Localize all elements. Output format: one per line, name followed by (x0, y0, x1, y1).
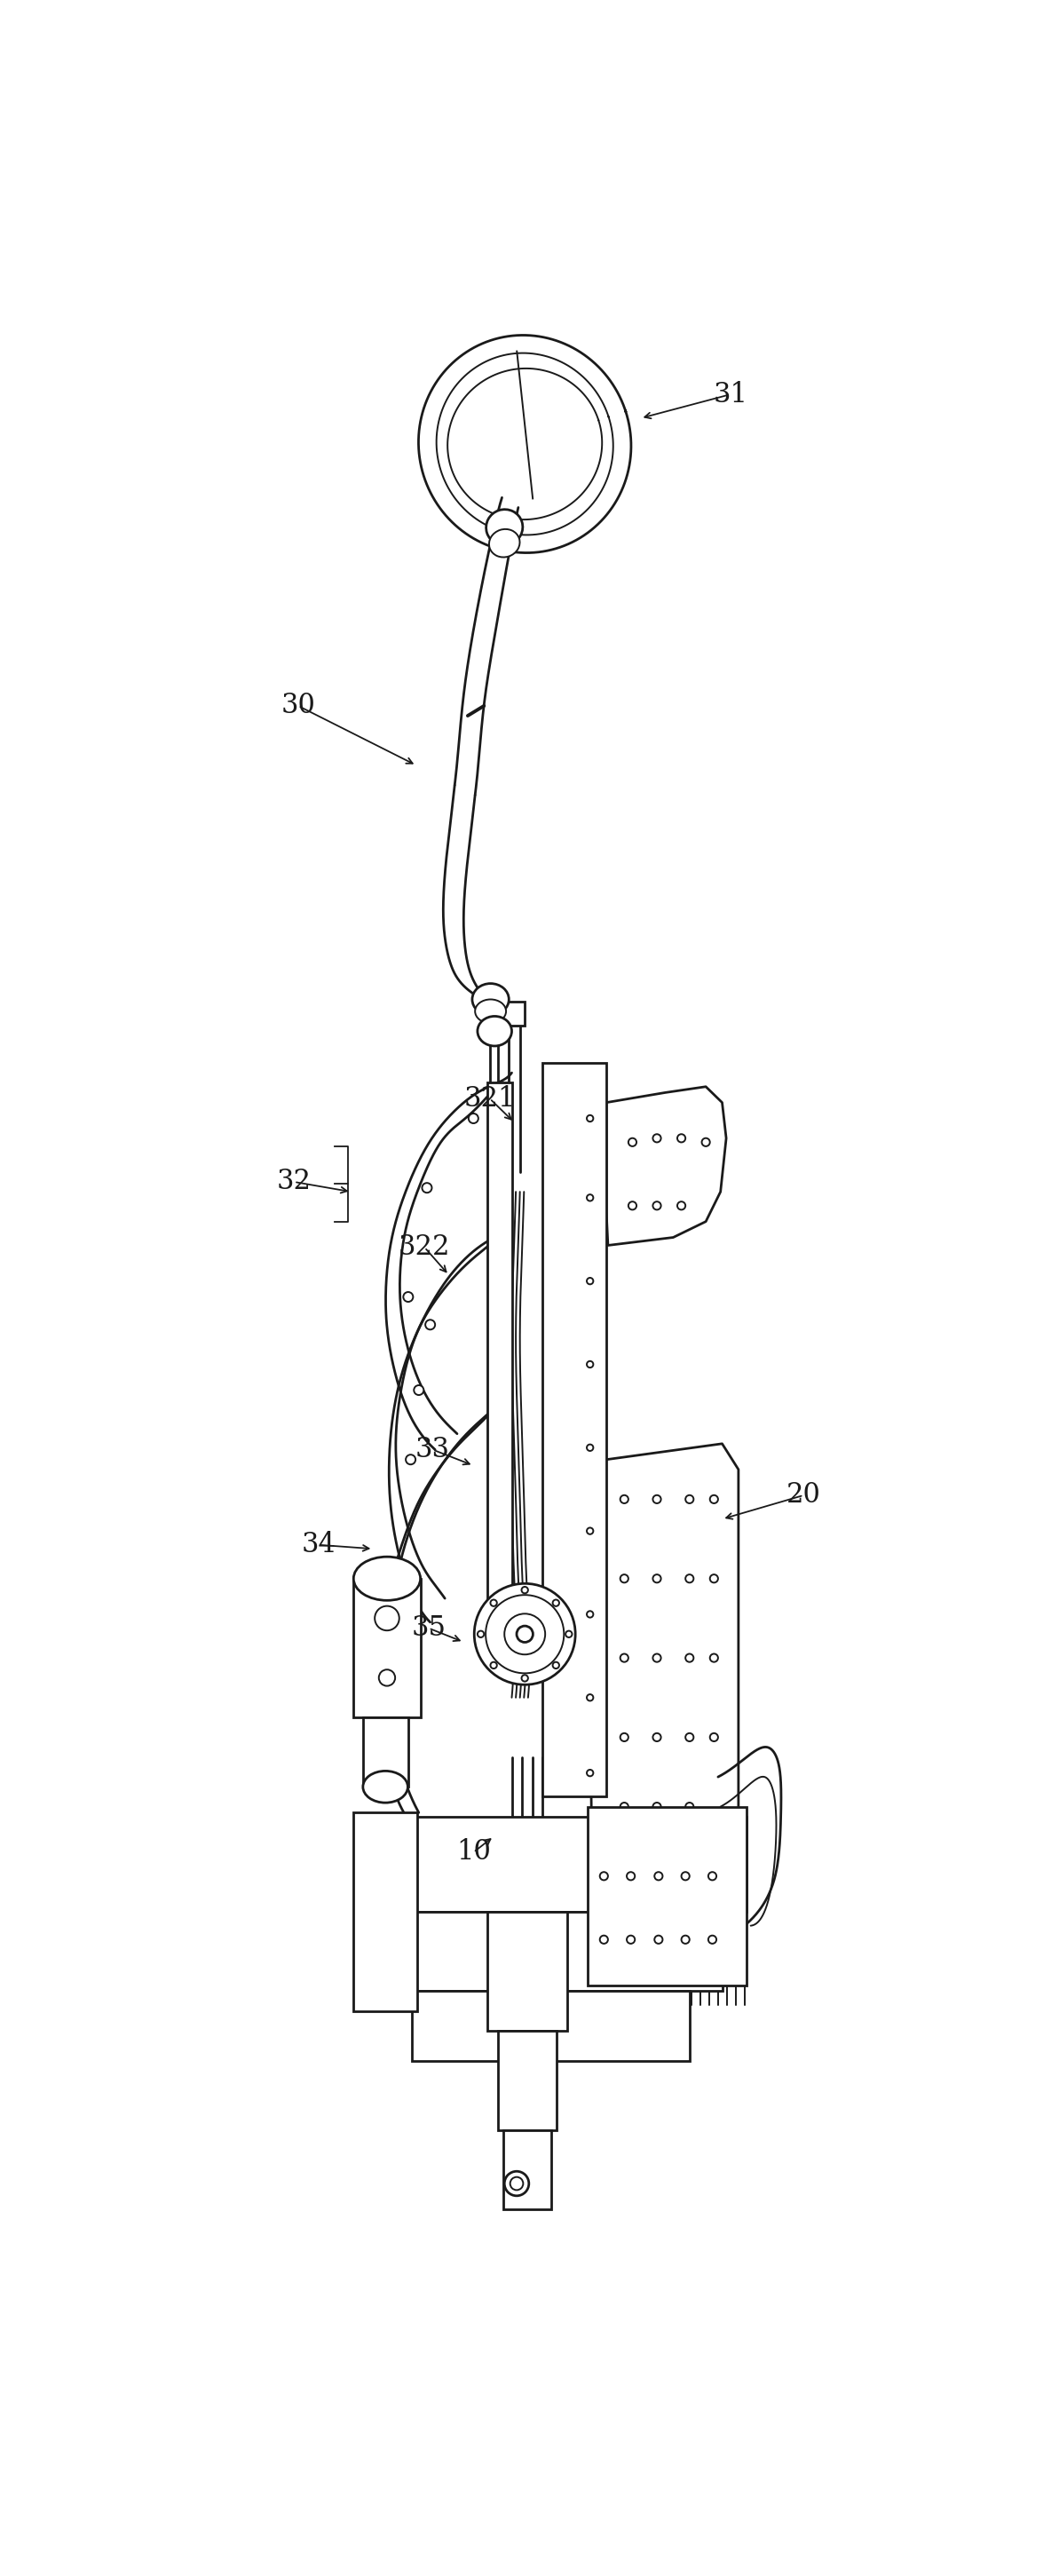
Circle shape (678, 1200, 685, 1211)
Circle shape (587, 1360, 593, 1368)
Text: 34: 34 (302, 1530, 336, 1558)
Bar (363, 1718, 408, 1788)
Circle shape (652, 1494, 661, 1504)
Circle shape (599, 1873, 608, 1880)
Circle shape (587, 1115, 593, 1121)
Ellipse shape (478, 1018, 511, 1046)
Ellipse shape (489, 528, 520, 556)
Circle shape (375, 1605, 399, 1631)
Text: 33: 33 (415, 1435, 450, 1463)
Circle shape (628, 1139, 636, 1146)
Circle shape (685, 1734, 694, 1741)
Circle shape (627, 1935, 635, 1945)
Circle shape (521, 1587, 528, 1595)
Circle shape (681, 1873, 689, 1880)
Circle shape (710, 1654, 718, 1662)
Text: 321: 321 (464, 1084, 516, 1113)
Circle shape (621, 1494, 628, 1504)
Circle shape (652, 1200, 661, 1211)
Circle shape (587, 1278, 593, 1285)
Circle shape (708, 1873, 717, 1880)
Circle shape (654, 1873, 663, 1880)
Circle shape (423, 1182, 432, 1193)
Circle shape (685, 1803, 694, 1811)
Bar (487, 1911, 568, 2030)
Ellipse shape (354, 1556, 420, 1600)
Bar (487, 1082, 511, 1597)
Circle shape (621, 1574, 628, 1582)
Ellipse shape (475, 999, 506, 1023)
Bar (542, 1064, 607, 1798)
Circle shape (599, 1935, 608, 1945)
Circle shape (510, 2177, 523, 2190)
Bar (412, 1991, 689, 2061)
Circle shape (553, 1600, 559, 1607)
Circle shape (468, 1113, 479, 1123)
Circle shape (710, 1734, 718, 1741)
Bar (396, 1911, 722, 1991)
Circle shape (710, 1574, 718, 1582)
Circle shape (474, 1584, 575, 1685)
Text: 20: 20 (787, 1481, 821, 1510)
Text: 10: 10 (456, 1839, 490, 1865)
Circle shape (426, 1319, 435, 1329)
Circle shape (678, 1133, 685, 1141)
Circle shape (628, 1200, 636, 1211)
Circle shape (403, 1293, 413, 1301)
Circle shape (414, 1386, 424, 1396)
Circle shape (490, 1600, 497, 1607)
Text: 35: 35 (411, 1615, 446, 1641)
Ellipse shape (486, 510, 523, 546)
Bar (498, 2030, 557, 2130)
Circle shape (478, 1631, 484, 1638)
Bar (504, 2130, 551, 2210)
Circle shape (587, 1195, 593, 1200)
Circle shape (517, 1625, 533, 1643)
Circle shape (685, 1574, 694, 1582)
Circle shape (685, 1494, 694, 1504)
Circle shape (685, 1654, 694, 1662)
Circle shape (486, 1595, 564, 1674)
Circle shape (654, 1935, 663, 1945)
Circle shape (652, 1803, 661, 1811)
Circle shape (627, 1873, 635, 1880)
Circle shape (587, 1445, 593, 1450)
Circle shape (587, 1695, 593, 1700)
Circle shape (587, 1770, 593, 1777)
Circle shape (621, 1803, 628, 1811)
Circle shape (379, 1669, 395, 1685)
Circle shape (553, 1662, 559, 1669)
Bar (354, 1579, 420, 1718)
Circle shape (490, 1662, 497, 1669)
Circle shape (504, 1613, 545, 1654)
Circle shape (587, 1528, 593, 1535)
Circle shape (406, 1455, 415, 1463)
Bar (486, 1002, 525, 1025)
Text: 32: 32 (276, 1167, 311, 1195)
Circle shape (652, 1734, 661, 1741)
Circle shape (652, 1574, 661, 1582)
Circle shape (621, 1734, 628, 1741)
Circle shape (621, 1654, 628, 1662)
Text: 322: 322 (398, 1234, 450, 1262)
Bar (354, 1814, 417, 2012)
Text: 31: 31 (713, 381, 748, 407)
Circle shape (702, 1139, 710, 1146)
Ellipse shape (472, 984, 509, 1015)
Bar (379, 1816, 747, 1911)
Circle shape (587, 1610, 593, 1618)
Circle shape (521, 1674, 528, 1682)
Circle shape (710, 1494, 718, 1504)
Circle shape (566, 1631, 572, 1638)
Ellipse shape (363, 1770, 408, 1803)
Circle shape (708, 1935, 717, 1945)
Circle shape (652, 1654, 661, 1662)
Bar (588, 1806, 747, 1986)
Circle shape (652, 1133, 661, 1141)
Text: 30: 30 (281, 693, 316, 719)
Circle shape (504, 2172, 528, 2195)
Circle shape (681, 1935, 689, 1945)
